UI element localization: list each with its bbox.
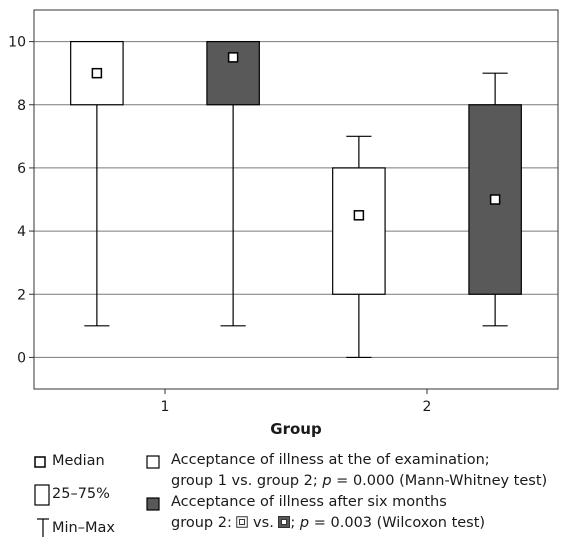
legend-series1-line2-b: = 0.000 (Mann-Whitney test) xyxy=(331,473,548,489)
iqr-box xyxy=(332,167,386,295)
legend-series2-sep: ; xyxy=(290,515,300,531)
legend-box-label: 25–75% xyxy=(52,486,110,502)
legend-series2-line2-b: = 0.003 (Wilcoxon test) xyxy=(309,515,486,531)
x-tick-label: 2 xyxy=(423,399,432,415)
series1-swatch-icon xyxy=(146,455,160,469)
median-marker xyxy=(227,52,239,63)
legend-series2-line2-a: group 2: xyxy=(171,515,237,531)
iqr-box xyxy=(206,40,260,106)
legend-series1-line2: group 1 vs. group 2; p = 0.000 (Mann-Whi… xyxy=(171,471,547,492)
y-tick-label: 6 xyxy=(17,161,26,177)
light-box-median-icon xyxy=(236,516,249,528)
legend-series2-line1: Acceptance of illness after six months xyxy=(171,494,447,510)
legend-series1-p: p xyxy=(322,473,332,489)
legend-series1-line2-a: group 1 vs. group 2; xyxy=(171,473,323,489)
x-axis-label: Group xyxy=(270,420,322,438)
x-tick-label: 1 xyxy=(161,399,170,415)
y-tick-label: 8 xyxy=(17,98,26,114)
y-tick-label: 4 xyxy=(17,224,26,240)
median-marker-icon xyxy=(34,456,46,468)
boxes xyxy=(70,40,522,359)
legend-median-label: Median xyxy=(52,453,105,469)
legend-whisker-label: Min–Max xyxy=(52,520,115,536)
legend-series2-vs: vs. xyxy=(248,515,279,531)
dark-box-median-icon xyxy=(278,516,291,528)
y-tick-label: 2 xyxy=(17,287,26,303)
box-range-icon xyxy=(34,484,50,506)
y-tick-label: 0 xyxy=(17,350,26,366)
median-marker xyxy=(489,194,501,205)
median-marker xyxy=(91,67,103,79)
median-marker xyxy=(353,210,365,221)
y-tick-label: 10 xyxy=(8,35,26,51)
legend-series2-p: p xyxy=(299,515,310,531)
legend-series2-line2: group 2: vs. ; p = 0.003 (Wilcoxon test) xyxy=(171,513,485,534)
legend-series1-line1: Acceptance of illness at the of examinat… xyxy=(171,452,490,468)
whisker-icon xyxy=(37,518,49,537)
series2-swatch-icon xyxy=(146,497,160,511)
plot-frame xyxy=(33,9,559,390)
